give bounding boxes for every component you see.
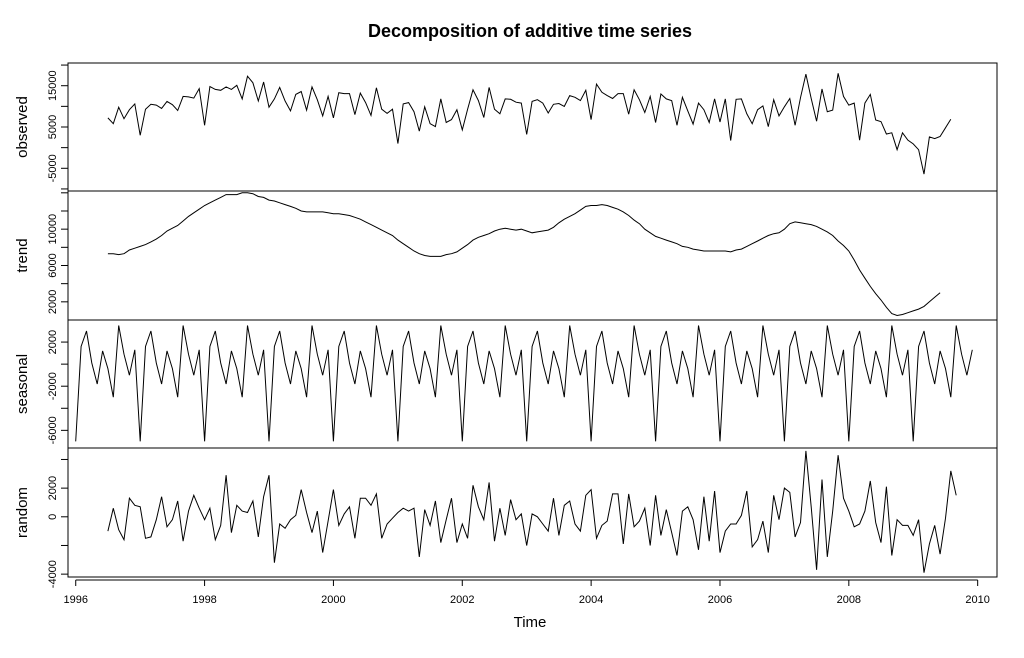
trend-y-tick-label: 10000: [47, 214, 59, 245]
observed-series-line: [107, 73, 952, 175]
random-y-tick-label: -4000: [47, 560, 59, 588]
x-tick-label: 2004: [579, 594, 603, 606]
x-tick-label: 2000: [321, 594, 345, 606]
seasonal-panel: -6000 -2000 2000 seasonal: [14, 319, 998, 449]
trend-panel-frame: [67, 190, 998, 321]
x-axis-label: Time: [514, 614, 547, 631]
trend-series-line: [107, 192, 941, 317]
seasonal-y-tick-label: -2000: [47, 372, 59, 400]
panels-group: -5000 5000 15000 observed 2000 6000 10000 trend…: [14, 62, 998, 588]
seasonal-y-tick-label: 2000: [47, 330, 59, 354]
observed-y-tick-label: 15000: [47, 70, 59, 101]
trend-y-tick-label: 6000: [47, 253, 59, 277]
random-y-tick-label: 2000: [47, 476, 59, 500]
random-panel-frame: [67, 447, 998, 578]
observed-y-tick-label: 5000: [47, 115, 59, 139]
x-axis: 1996 1998 2000 2002 2004 2006 2008 2010: [63, 579, 990, 606]
random-y-tick-label: 0: [47, 514, 59, 520]
trend-panel: 2000 6000 10000 trend: [14, 190, 998, 321]
x-tick-label: 2008: [837, 594, 861, 606]
seasonal-y-axis-label: seasonal: [14, 354, 31, 414]
observed-y-tick-label: -5000: [47, 154, 59, 182]
x-tick-label: 2002: [450, 594, 474, 606]
x-tick-label: 2006: [708, 594, 732, 606]
x-tick-label: 2010: [965, 594, 989, 606]
x-tick-label: 1996: [63, 594, 87, 606]
observed-panel: -5000 5000 15000 observed: [14, 62, 998, 192]
random-panel: -4000 0 2000 random: [14, 447, 998, 588]
observed-y-axis-label: observed: [14, 96, 31, 158]
trend-y-axis-label: trend: [14, 238, 31, 272]
seasonal-y-tick-label: -6000: [47, 416, 59, 444]
seasonal-series-line: [75, 325, 973, 442]
x-tick-label: 1998: [192, 594, 216, 606]
chart-title: Decomposition of additive time series: [368, 21, 692, 41]
random-series-line: [107, 450, 957, 573]
trend-y-tick-label: 2000: [47, 290, 59, 314]
random-y-axis-label: random: [14, 487, 31, 538]
